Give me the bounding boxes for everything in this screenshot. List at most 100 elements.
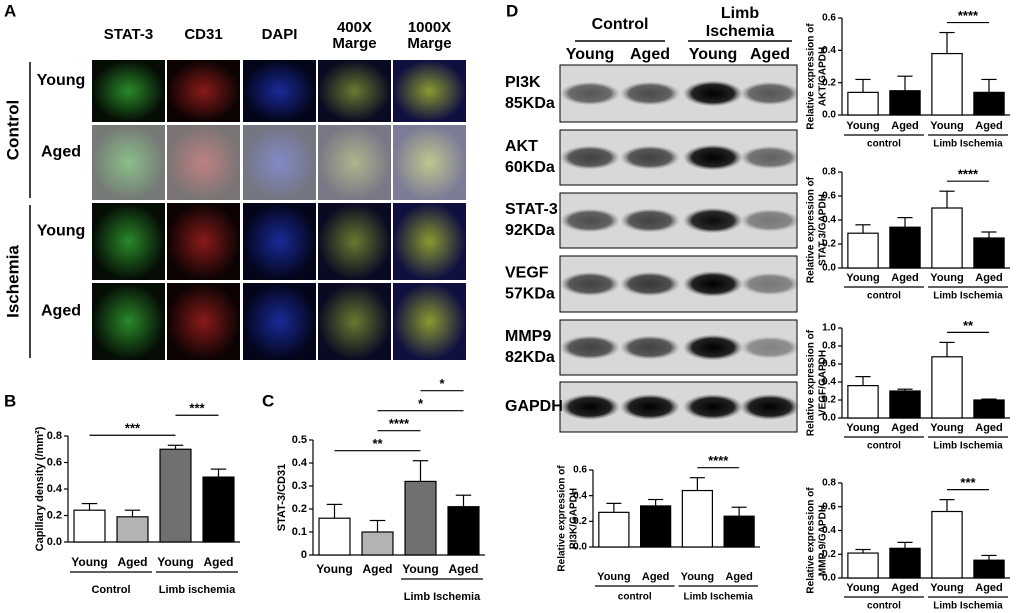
y-tick-label: 0.4 [822,215,836,226]
column-header: CD31 [184,26,222,43]
bar [889,547,921,579]
panel-letter: A [4,1,16,20]
band [683,271,743,297]
y-axis-label: STAT-3/CD31 [276,464,288,531]
group-label: Ischemia [3,245,22,318]
band [560,145,620,170]
y-tick-label: 0.2 [822,77,836,88]
micrograph [393,60,466,122]
y-axis-label: AKT/GAPDH [818,47,829,106]
bar [723,515,755,548]
y-tick-label: 0.8 [822,341,836,352]
micrograph [92,283,165,360]
band [683,144,743,171]
y-tick-label: 0.0 [822,263,836,274]
y-tick-label: 0.2 [47,509,62,521]
band [683,334,743,361]
significance-label: **** [958,8,979,23]
blot-label: AKT [505,138,538,155]
y-tick-label: 0.4 [573,490,587,501]
x-tick-label: Aged [642,571,670,583]
band [740,209,800,232]
micrograph [167,125,240,200]
blot-label: 82KDa [505,349,555,366]
y-axis-label: Relative expression of [806,487,817,594]
band [560,208,620,233]
significance-label: * [418,396,424,411]
bar [202,476,235,543]
micrograph [318,203,391,280]
y-tick-label: 0.4 [822,377,836,388]
bar [847,91,879,116]
y-tick-label: 0 [301,549,307,561]
y-tick-label: 0.2 [822,239,836,250]
micrograph [167,60,240,122]
micrograph [393,125,466,200]
bar [973,399,1005,419]
x-tick-label: Young [846,272,879,284]
y-tick-label: 0.0 [822,110,836,121]
bar [889,90,921,116]
x-tick-label: Aged [975,120,1003,132]
x-tick-label: Young [846,120,879,132]
y-tick-label: 0.6 [822,13,836,24]
blot-label: VEGF [505,265,549,282]
y-axis-label: Relative expression of [806,329,817,436]
y-tick-label: 1.0 [822,323,836,334]
bar [889,226,921,269]
group-label: control [867,139,901,150]
group-label: control [867,601,901,612]
group-label: Limb ischemia [159,584,236,596]
group-label: Control [3,100,22,160]
bar [973,91,1005,116]
y-tick-label: 0.3 [292,480,307,492]
x-tick-label: Aged [975,422,1003,434]
bar [598,511,630,548]
bar [159,448,192,543]
y-tick-label: 0.6 [822,359,836,370]
y-tick-label: 0.1 [292,526,307,538]
blot-label: STAT-3 [505,201,558,218]
band [620,271,680,297]
micrograph [92,125,165,200]
x-tick-label: Aged [449,562,479,576]
group-label: Limb Ischemia [933,601,1003,612]
blot-label: 57KDa [505,286,555,303]
y-axis-label: PI3K/GAPDH [569,488,580,549]
group-label: Limb Ischemia [933,139,1003,150]
band [560,335,620,360]
band [740,145,800,170]
y-tick-label: 0.2 [822,395,836,406]
x-tick-label: Young [157,555,193,569]
y-tick-label: 0.4 [47,483,63,495]
micrograph [318,283,391,360]
significance-label: * [439,376,445,391]
panel-letter: D [506,1,518,20]
group-label: Limb Ischemia [404,591,481,603]
blot-label: 60KDa [505,159,555,176]
x-tick-label: Aged [891,422,919,434]
micrograph [393,203,466,280]
significance-label: ** [372,436,383,451]
x-tick-label: Aged [725,571,753,583]
y-axis-label: Capillary density (/mm²) [34,426,46,551]
x-tick-label: Aged [118,555,148,569]
band [560,81,620,106]
band [560,271,620,297]
micrograph [318,125,391,200]
band [620,394,680,420]
bar [361,531,394,556]
group-label: Control [91,584,130,596]
bar [973,559,1005,579]
y-tick-label: 0.6 [822,191,836,202]
micrograph [243,60,316,122]
y-tick-label: 0.6 [822,501,836,512]
micrograph [167,283,240,360]
y-tick-label: 0.2 [573,516,587,527]
bar [73,509,106,543]
group-label: Limb Ischemia [933,291,1003,302]
group-label: control [867,441,901,452]
lane-label: Young [689,46,738,63]
y-tick-label: 0.6 [47,456,62,468]
